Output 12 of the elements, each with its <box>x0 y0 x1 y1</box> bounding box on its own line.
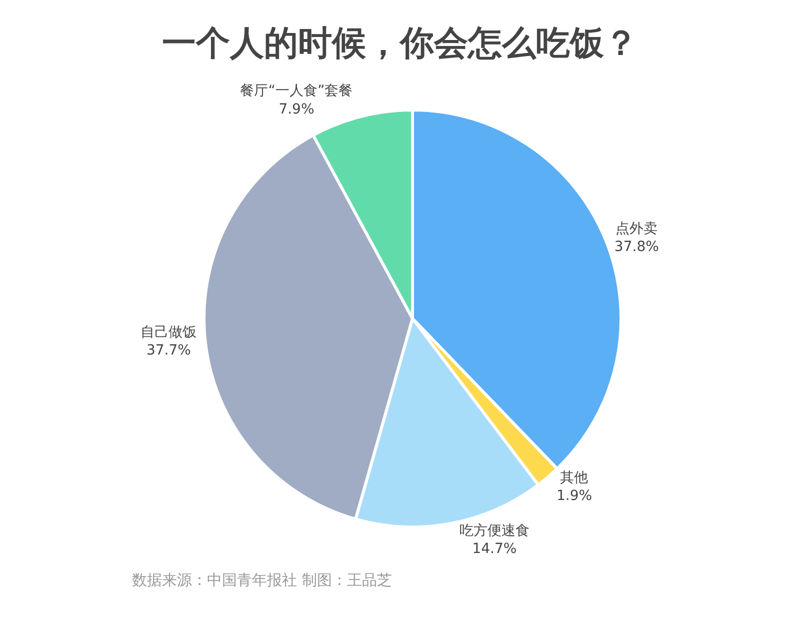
slice-label: 自己做饭 <box>140 324 197 340</box>
data-label: 14.7% <box>472 541 517 558</box>
source-note: 数据来源：中国青年报社 制图：王品芝 <box>132 571 392 589</box>
data-label: 1.9% <box>556 488 592 504</box>
data-label: 37.7% <box>146 342 191 359</box>
chart-title: 一个人的时候，你会怎么吃饭？ <box>162 24 638 64</box>
slice-label: 其他 <box>560 470 588 486</box>
slice-label: 吃方便速食 <box>459 522 530 539</box>
data-label: 7.9% <box>278 101 314 118</box>
slice-label: 点外卖 <box>616 221 658 238</box>
slice-label: 餐厅“一人食”套餐 <box>240 83 353 100</box>
data-label: 37.8% <box>614 239 659 256</box>
